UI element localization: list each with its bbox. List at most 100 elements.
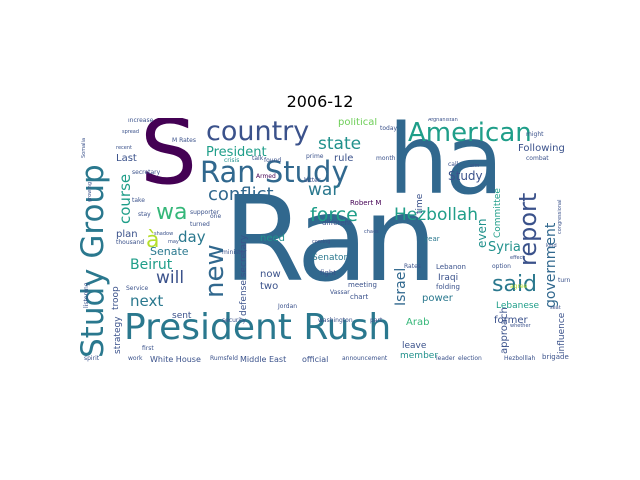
word-one: one: [210, 213, 222, 220]
word-approach: approach: [499, 307, 510, 354]
word-wa: wa: [156, 200, 188, 225]
word-spread: spread: [122, 129, 140, 135]
word-study-group: Study Group: [80, 164, 111, 358]
word-rule: rule: [334, 153, 354, 164]
word-whether: whether: [510, 323, 531, 329]
word-member: member: [400, 351, 439, 361]
word-folding: folding: [436, 283, 460, 291]
word-senate: Senate: [150, 245, 189, 258]
word-today: today: [380, 125, 398, 132]
word-turn: turn: [558, 277, 571, 284]
word-study: Study: [448, 169, 483, 183]
word-country: country: [206, 118, 310, 147]
word-cloud: Ran ha S President Rush Study Group Ran …: [80, 118, 575, 366]
word-force: force: [310, 204, 358, 226]
word-may: may: [168, 239, 179, 245]
word-first: first: [142, 345, 154, 352]
word-beirut: Beirut: [130, 257, 173, 273]
word-even: even: [475, 218, 489, 248]
word-sent: sent: [172, 311, 192, 321]
word-listening: listening: [83, 282, 90, 308]
word-year: year: [424, 235, 440, 243]
word-arab: Arab: [406, 317, 430, 328]
word-work: work: [128, 355, 143, 362]
word-leader: leader: [436, 355, 456, 362]
word-iraqi: Iraqi: [438, 273, 459, 283]
word-washington: washington: [318, 317, 353, 324]
word-afghanistan: Afghanistan: [428, 118, 458, 123]
word-white-house: White House: [150, 355, 201, 364]
word-election: election: [458, 355, 482, 362]
word-course: course: [116, 173, 134, 224]
word-announcement: announcement: [342, 355, 388, 362]
word-fight: fight: [320, 269, 337, 277]
word-two: two: [260, 281, 279, 292]
word-spirit: spirit: [84, 355, 100, 362]
word-influence: influence: [557, 312, 567, 354]
word-will: will: [156, 268, 185, 288]
word-vassar: Vassar: [330, 289, 350, 296]
word-troop: troop: [111, 286, 121, 310]
word-hezbolllah: Hezbolllah: [504, 355, 536, 362]
word-month: month: [376, 155, 396, 162]
word-thousand: thousand: [116, 239, 145, 246]
word-middle-east: Middle East: [240, 355, 287, 364]
word-strategy: strategy: [113, 316, 123, 354]
word-chart: chart: [350, 293, 369, 301]
word-found: found: [264, 157, 282, 164]
word-effect: effect: [510, 255, 525, 261]
word-kind: kind: [546, 243, 557, 249]
chart-title: 2006-12: [286, 92, 354, 111]
word-now: now: [260, 269, 281, 280]
word-meeting: meeting: [348, 281, 378, 289]
word-agree: agree: [510, 283, 528, 290]
word-brigade: brigade: [542, 353, 569, 361]
word-war: war: [308, 180, 340, 200]
word-ran-study: Ran Study: [200, 155, 349, 189]
word-armed: Armed: [256, 173, 276, 180]
word-official: official: [302, 355, 329, 364]
word-aim: aim: [470, 163, 480, 169]
word-ha: ha: [388, 118, 504, 216]
word-shadow: shadow: [154, 231, 174, 237]
word-part: part: [370, 317, 383, 324]
word-service: Service: [126, 285, 149, 292]
word-american: American: [408, 118, 532, 148]
word-somalia: Somalia: [81, 137, 87, 158]
word-syria: Syria: [488, 240, 521, 255]
word-crisis: crisis: [224, 157, 240, 164]
word-day: day: [178, 228, 206, 246]
word-conflict: conflict: [208, 184, 274, 205]
word-following: Following: [518, 143, 565, 154]
word-seat: seat: [550, 305, 561, 311]
word-state: state: [318, 134, 362, 154]
word-minister: minister: [222, 249, 247, 256]
word-rates: Rates: [404, 263, 421, 270]
word-senator: Senator: [312, 253, 348, 263]
word-need: need: [260, 233, 285, 244]
word-turned: turned: [190, 221, 210, 228]
word-stay: stay: [138, 211, 151, 218]
word-former: former: [494, 315, 528, 326]
word-time: time: [415, 193, 425, 214]
word-defense-secretary: defense secretary: [239, 234, 249, 316]
word-recent: recent: [116, 145, 132, 151]
word-leave: leave: [402, 341, 427, 351]
word-power: power: [422, 293, 453, 304]
word-combat: combat: [526, 155, 549, 162]
word-committee: Committee: [493, 188, 503, 238]
word-government: government: [543, 222, 559, 308]
word-said: said: [492, 272, 538, 297]
word-ran: Ran: [223, 170, 437, 308]
word-plan: plan: [116, 229, 138, 240]
word-coming: coming: [312, 239, 331, 245]
word-option: option: [492, 263, 511, 270]
word-president-rush: President Rush: [124, 307, 392, 348]
word-different: different: [322, 219, 352, 227]
word-s: S: [140, 118, 198, 205]
word-next: next: [130, 292, 164, 310]
word-political: political: [338, 118, 378, 128]
word-take: take: [132, 197, 145, 204]
word-security: security: [222, 317, 246, 324]
word-increase: increase: [128, 118, 154, 124]
